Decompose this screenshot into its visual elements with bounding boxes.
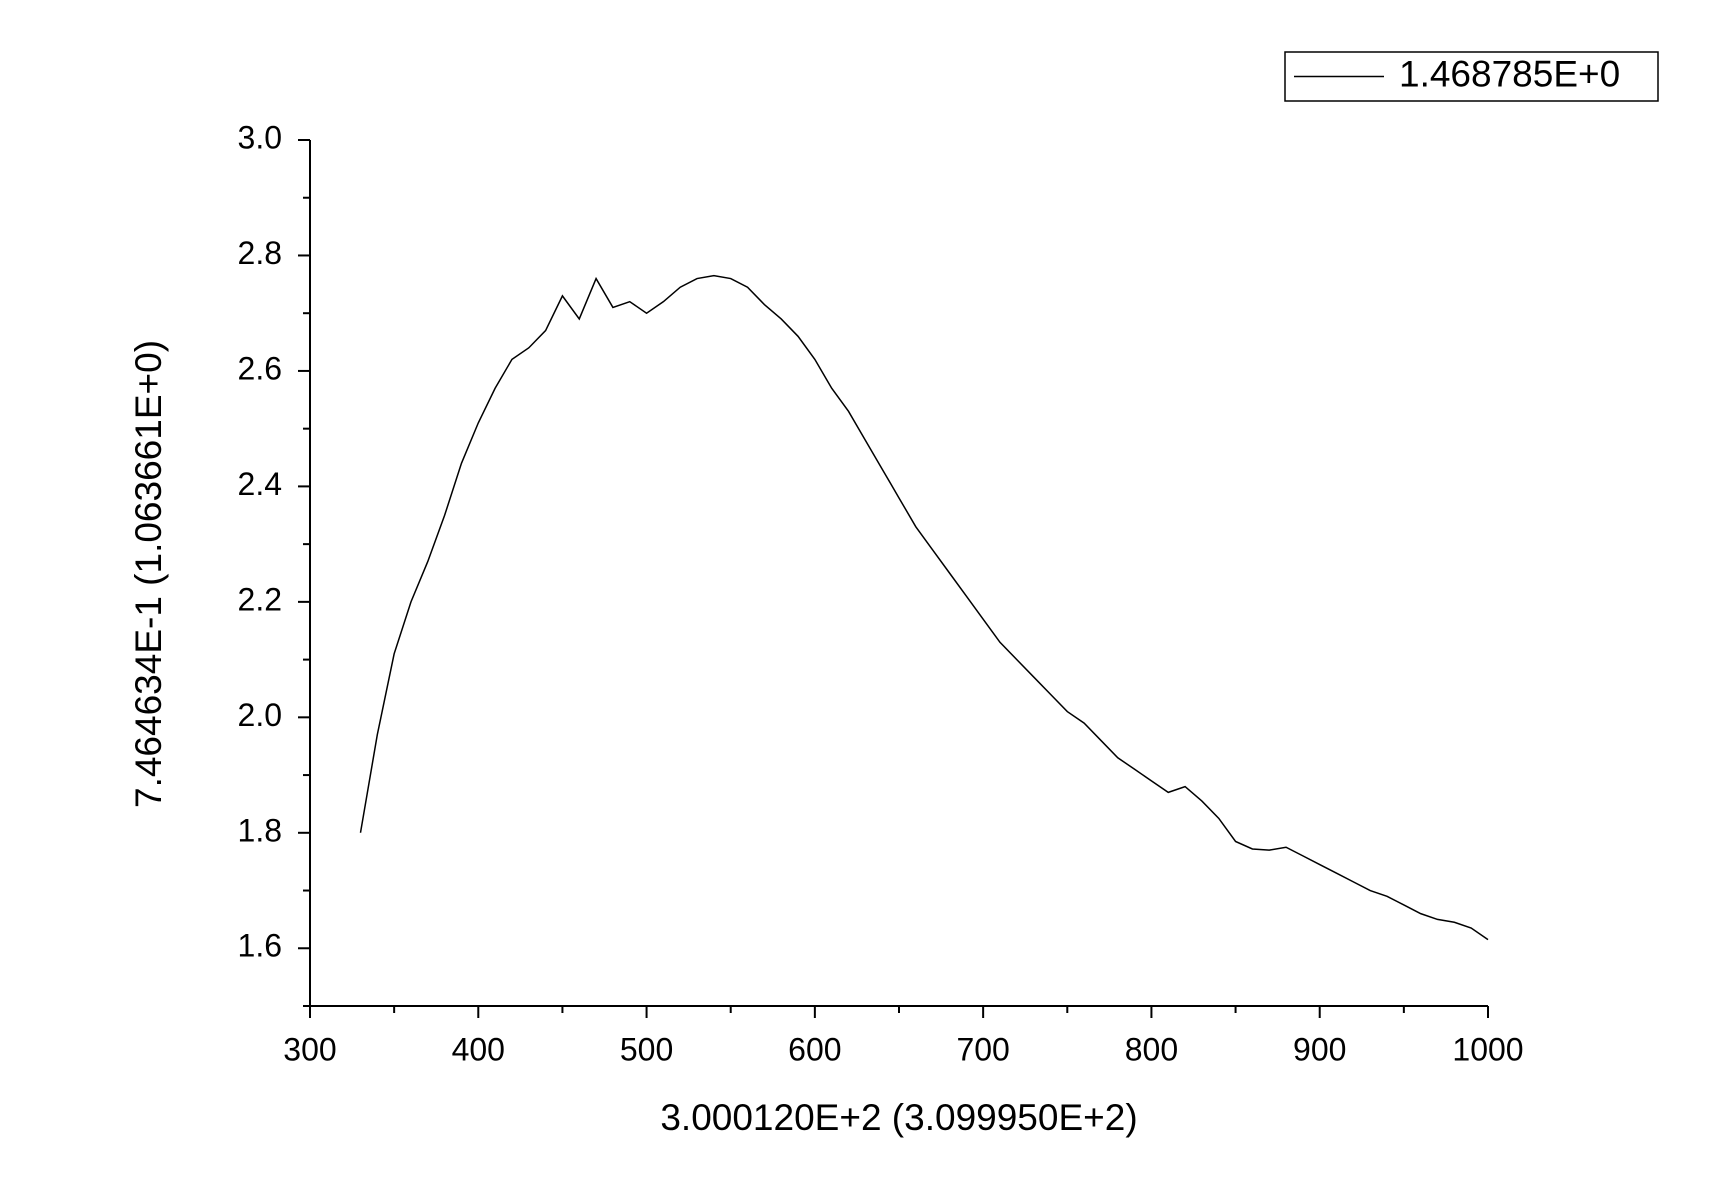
y-tick-label: 2.2 (238, 581, 282, 617)
x-tick-label: 600 (788, 1031, 841, 1067)
x-axis-title: 3.000120E+2 (3.099950E+2) (660, 1097, 1137, 1138)
y-tick-label: 1.6 (238, 928, 282, 964)
x-tick-label: 1000 (1452, 1031, 1523, 1067)
y-tick-label: 2.4 (238, 466, 282, 502)
y-tick-label: 2.8 (238, 235, 282, 271)
y-tick-label: 2.6 (238, 350, 282, 386)
legend-label: 1.468785E+0 (1399, 53, 1620, 94)
x-tick-label: 800 (1125, 1031, 1178, 1067)
y-tick-label: 2.0 (238, 697, 282, 733)
y-axis-title: 7.464634E-1 (1.063661E+0) (128, 340, 169, 808)
x-tick-label: 500 (620, 1031, 673, 1067)
legend-box (1284, 51, 1659, 102)
x-tick-label: 400 (452, 1031, 505, 1067)
x-tick-label: 900 (1293, 1031, 1346, 1067)
y-tick-label: 3.0 (238, 119, 282, 155)
data-line (359, 274, 1489, 941)
x-tick-label: 700 (956, 1031, 1009, 1067)
y-tick-label: 1.8 (238, 812, 282, 848)
x-tick-label: 300 (283, 1031, 336, 1067)
